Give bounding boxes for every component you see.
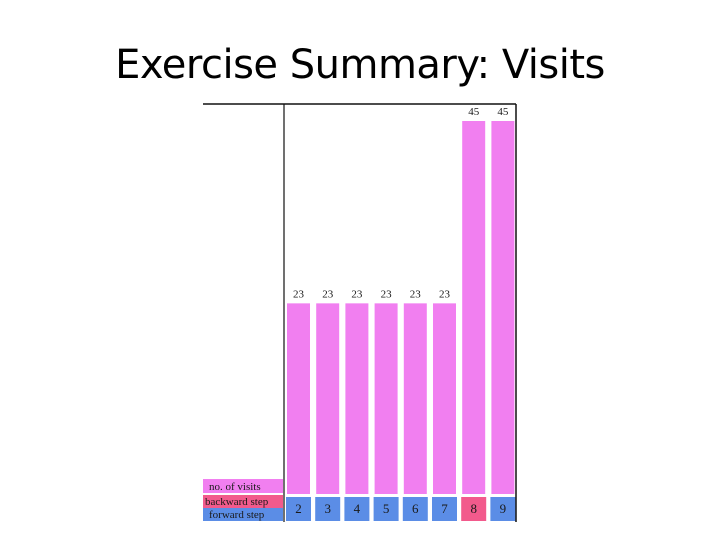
value-label-step-3: 23 <box>322 288 334 300</box>
step-label-8: 8 <box>470 501 477 516</box>
value-label-step-9: 45 <box>497 106 509 118</box>
legend-swatch-forward <box>203 508 283 521</box>
step-cell-9 <box>490 497 516 521</box>
value-label-step-5: 23 <box>381 288 393 300</box>
step-label-7: 7 <box>441 501 448 516</box>
value-label-step-4: 23 <box>351 288 363 300</box>
value-label-step-6: 23 <box>410 288 422 300</box>
step-label-6: 6 <box>412 501 419 516</box>
bar-step-2 <box>287 303 310 494</box>
step-cell-8 <box>461 497 487 521</box>
bar-step-8 <box>462 121 486 494</box>
legend-label-backward: backward step <box>205 496 269 508</box>
value-label-step-7: 23 <box>439 288 451 300</box>
step-label-5: 5 <box>383 501 390 516</box>
value-label-step-2: 23 <box>293 288 305 300</box>
step-label-9: 9 <box>500 501 507 516</box>
value-label-step-8: 45 <box>468 106 480 118</box>
step-cell-6 <box>402 497 428 521</box>
bar-step-9 <box>491 121 515 494</box>
slide-title: Exercise Summary: Visits <box>115 42 605 88</box>
bar-step-7 <box>433 303 456 494</box>
legend-label-visits: no. of visits <box>209 481 261 493</box>
bar-step-6 <box>403 303 427 494</box>
step-cell-7 <box>432 497 457 521</box>
step-label-3: 3 <box>324 501 331 516</box>
bar-step-3 <box>316 303 340 494</box>
bar-step-5 <box>374 303 398 494</box>
legend-label-forward: forward step <box>209 509 265 521</box>
legend-swatch-visits <box>203 479 283 493</box>
legend-swatch-backward <box>203 495 283 508</box>
step-cell-4 <box>344 497 370 521</box>
step-cell-3 <box>315 497 341 521</box>
step-label-4: 4 <box>354 501 361 516</box>
step-cell-5 <box>373 497 399 521</box>
step-label-2: 2 <box>295 501 302 516</box>
step-cell-2 <box>286 497 311 521</box>
bar-step-4 <box>345 303 369 494</box>
